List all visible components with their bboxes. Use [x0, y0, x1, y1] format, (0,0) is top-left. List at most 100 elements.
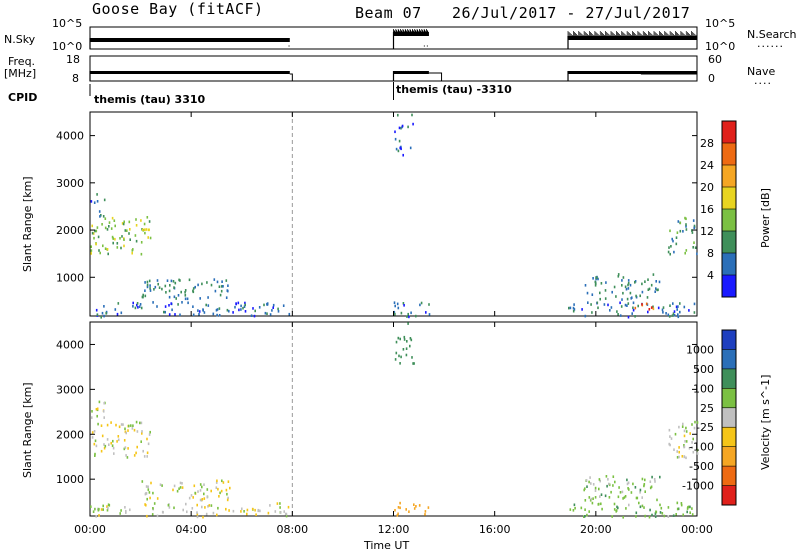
power-ytick-label: 2000 — [56, 224, 84, 237]
power-data-cell — [266, 312, 268, 315]
power-data-cell — [102, 244, 104, 248]
velocity-data-cell — [161, 510, 164, 514]
power-data-cell — [634, 281, 636, 284]
velocity-data-cell — [115, 423, 117, 427]
velocity-data-cell — [413, 362, 415, 365]
velocity-data-cell — [148, 491, 151, 494]
velocity-data-cell — [615, 509, 618, 512]
power-data-cell — [141, 295, 144, 299]
velocity-data-cell — [676, 507, 679, 511]
velocity-data-cell — [569, 508, 572, 511]
velocity-data-cell — [100, 449, 103, 453]
power-data-cell — [657, 288, 659, 292]
power-data-cell — [591, 293, 594, 296]
nsky-trace-1 — [90, 38, 290, 42]
freq-trace-1 — [90, 71, 290, 74]
power-data-cell — [156, 305, 158, 308]
power-data-cell — [168, 304, 170, 307]
velocity-data-cell — [149, 496, 151, 500]
power-data-cell — [108, 225, 110, 228]
velocity-data-cell — [117, 438, 120, 442]
velocity-ytick-label: 4000 — [56, 338, 84, 351]
velocity-data-cell — [398, 354, 400, 358]
power-data-cell — [132, 248, 134, 251]
velocity-data-cell — [152, 491, 154, 495]
velocity-data-cell — [600, 502, 602, 506]
velocity-data-cell — [246, 512, 248, 516]
velocity-data-cell — [696, 421, 699, 424]
nsky-tick-top: 10^5 — [52, 17, 83, 30]
velocity-data-cell — [676, 501, 679, 505]
power-data-cell — [112, 237, 114, 240]
power-data-cell — [205, 303, 207, 307]
velocity-data-cell — [683, 429, 686, 433]
power-data-cell — [244, 310, 247, 313]
power-data-cell — [654, 290, 656, 293]
power-data-cell — [627, 283, 629, 287]
velocity-data-cell — [663, 514, 666, 518]
velocity-data-cell — [145, 503, 147, 507]
velocity-data-cell — [607, 478, 609, 481]
power-data-cell — [114, 237, 116, 241]
velocity-data-cell — [190, 494, 193, 497]
power-data-cell — [144, 231, 146, 235]
power-data-cell — [634, 306, 637, 310]
velocity-data-cell — [672, 514, 675, 517]
velocity-data-cell — [274, 510, 277, 513]
power-data-cell — [96, 313, 99, 316]
power-data-cell — [622, 276, 625, 279]
power-data-cell — [100, 316, 102, 319]
velocity-data-cell — [120, 423, 123, 426]
velocity-data-cell — [218, 495, 220, 498]
power-data-cell — [679, 310, 681, 314]
power-data-cell — [135, 218, 137, 221]
velocity-data-cell — [212, 511, 215, 515]
power-data-cell — [250, 314, 253, 317]
power-data-cell — [154, 285, 157, 289]
velocity-data-cell — [636, 496, 639, 500]
velocity-data-cell — [661, 512, 664, 515]
power-data-cell — [122, 222, 125, 226]
power-data-cell — [679, 302, 681, 305]
power-data-cell — [667, 250, 670, 254]
power-data-cell — [684, 216, 686, 220]
power-data-cell — [194, 285, 196, 289]
velocity-colorbar-tick-label: -100 — [689, 441, 714, 454]
power-data-cell — [282, 304, 285, 307]
velocity-data-cell — [592, 497, 594, 500]
velocity-data-cell — [613, 502, 616, 506]
power-data-cell — [242, 306, 244, 310]
nsky-label: N.Sky — [4, 33, 36, 46]
velocity-data-cell — [204, 506, 206, 509]
power-cells — [90, 113, 698, 319]
power-data-cell — [627, 279, 630, 282]
velocity-data-cell — [127, 429, 129, 432]
velocity-data-cell — [656, 498, 658, 502]
power-data-cell — [632, 301, 635, 305]
power-data-cell — [665, 312, 667, 315]
power-data-cell — [631, 312, 633, 315]
power-data-cell — [101, 223, 103, 226]
power-colorbar-tick-label: 12 — [700, 225, 714, 238]
velocity-data-cell — [259, 509, 261, 513]
velocity-data-cell — [685, 426, 687, 430]
power-data-cell — [604, 289, 607, 292]
power-data-cell — [693, 241, 695, 244]
power-data-cell — [90, 249, 93, 252]
velocity-data-cell — [604, 494, 607, 498]
power-data-cell — [216, 308, 219, 311]
velocity-data-cell — [94, 439, 97, 443]
power-data-cell — [656, 288, 658, 292]
velocity-data-cell — [128, 424, 130, 428]
velocity-data-cell — [608, 482, 610, 486]
velocity-data-cell — [243, 510, 245, 513]
velocity-data-cell — [623, 496, 626, 499]
power-data-cell — [631, 296, 633, 299]
power-data-cell — [611, 290, 613, 294]
power-data-cell — [600, 282, 603, 285]
power-data-cell — [677, 313, 679, 316]
velocity-data-cell — [625, 507, 627, 510]
power-data-cell — [149, 236, 152, 240]
power-data-cell — [192, 305, 194, 308]
velocity-data-cell — [651, 513, 653, 517]
